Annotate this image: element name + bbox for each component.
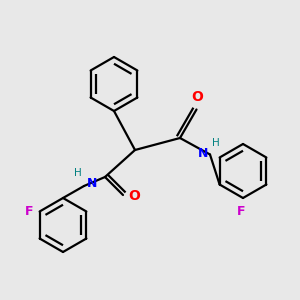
Text: N: N: [87, 177, 98, 190]
Text: H: H: [74, 168, 82, 178]
Text: H: H: [212, 138, 220, 148]
Text: O: O: [191, 90, 203, 104]
Text: F: F: [237, 205, 246, 218]
Text: N: N: [198, 146, 208, 160]
Text: O: O: [128, 190, 140, 203]
Text: F: F: [25, 205, 33, 218]
